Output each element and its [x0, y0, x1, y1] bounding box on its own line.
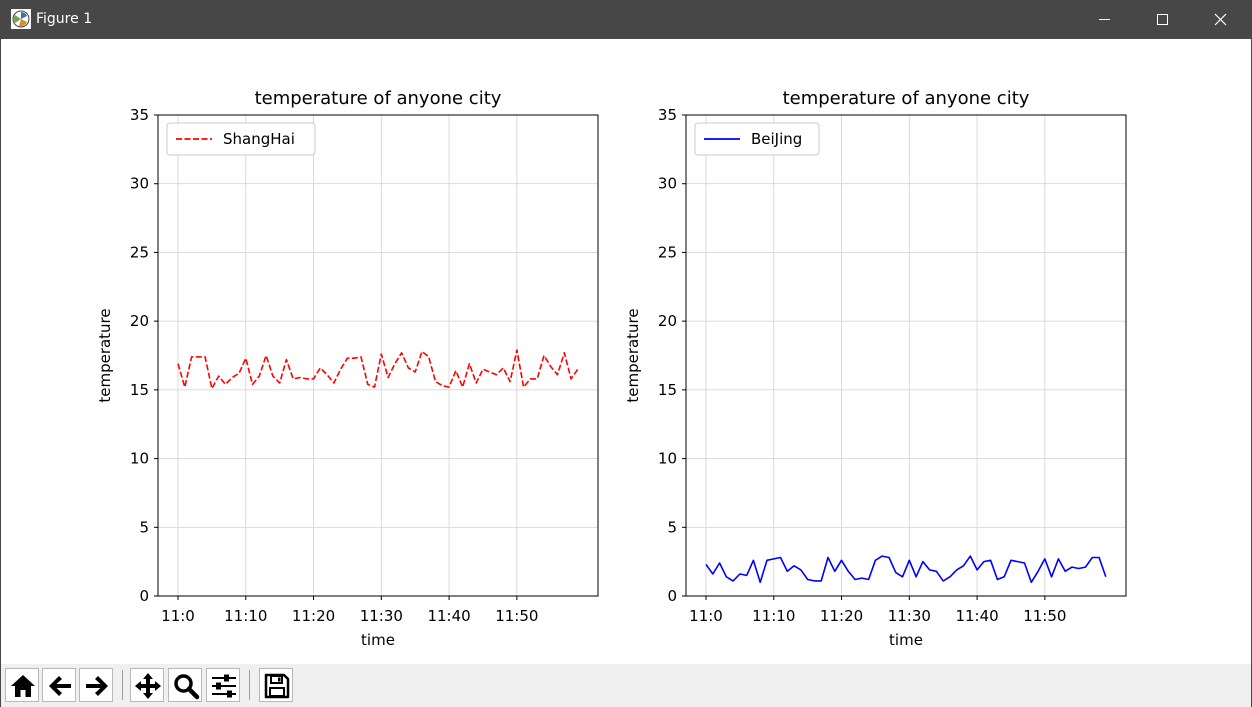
x-tick-label: 11:0 [689, 607, 723, 625]
x-axis-label: time [361, 631, 395, 649]
home-icon [11, 675, 35, 697]
y-tick-label: 30 [658, 175, 677, 193]
pan-button[interactable] [130, 668, 164, 702]
forward-icon [86, 676, 108, 696]
navigation-toolbar [1, 664, 1251, 707]
y-tick-label: 35 [658, 106, 677, 124]
zoom-button[interactable] [168, 668, 202, 702]
back-button[interactable] [42, 668, 76, 702]
y-tick-label: 20 [658, 312, 677, 330]
subplot-2: 11:0 11:10 11:20 11:30 11:40 11:50 0 5 10 15 20 25 3… [624, 88, 1127, 649]
legend-box [166, 122, 316, 156]
series-line-beijing [705, 555, 1107, 584]
home-button[interactable] [5, 668, 39, 702]
minimize-button[interactable] [1075, 0, 1133, 39]
y-tick-label: 5 [667, 518, 677, 536]
x-tick-label: 11:30 [360, 607, 403, 625]
y-tick-label: 10 [658, 450, 677, 468]
x-tick-label: 11:20 [292, 607, 335, 625]
x-tick-label: 11:10 [224, 607, 267, 625]
configure-subplots-button[interactable] [206, 668, 240, 702]
x-tick-label: 11:20 [820, 607, 863, 625]
close-icon [1214, 13, 1227, 26]
y-axis-label: temperature [96, 308, 114, 402]
save-icon [264, 673, 290, 699]
y-tick-label: 0 [139, 587, 149, 605]
y-tick-label: 25 [658, 243, 677, 261]
chart-title: temperature of anyone city [783, 88, 1030, 109]
minimize-icon [1099, 19, 1110, 20]
legend: ShangHai [166, 122, 316, 156]
y-tick-label: 25 [130, 243, 149, 261]
matplotlib-app-icon [11, 9, 31, 29]
close-button[interactable] [1192, 0, 1250, 39]
x-tick-label: 11:50 [495, 607, 538, 625]
axes-frame [157, 114, 599, 597]
y-tick-label: 15 [658, 381, 677, 399]
toolbar-separator [122, 670, 123, 700]
y-tick-label: 15 [130, 381, 149, 399]
axes-frame [685, 114, 1127, 597]
y-tick-label: 35 [130, 106, 149, 124]
maximize-button[interactable] [1133, 0, 1191, 39]
legend-label: BeiJing [751, 130, 802, 148]
x-tick-label: 11:10 [752, 607, 795, 625]
y-tick-label: 20 [130, 312, 149, 330]
configure-subplots-icon [212, 674, 236, 698]
series-line-shanghai [177, 349, 579, 390]
zoom-icon [174, 674, 200, 700]
y-tick-label: 5 [139, 518, 149, 536]
chart-title: temperature of anyone city [255, 88, 502, 109]
y-tick-label: 0 [667, 587, 677, 605]
figure-canvas[interactable]: 11:0 11:10 11:20 11:30 11:40 11:50 0 5 10 15 20 25 3… [1, 39, 1251, 664]
x-axis-label: time [889, 631, 923, 649]
legend: BeiJing [694, 122, 820, 156]
x-tick-label: 11:50 [1023, 607, 1066, 625]
window-left-border [0, 39, 1, 707]
x-tick-label: 11:0 [161, 607, 195, 625]
figure-svg: 11:0 11:10 11:20 11:30 11:40 11:50 0 5 10 15 20 25 3… [96, 88, 1127, 649]
x-tick-label: 11:30 [888, 607, 931, 625]
legend-label: ShangHai [223, 130, 295, 148]
subplot-1: 11:0 11:10 11:20 11:30 11:40 11:50 0 5 10 15 20 25 3… [96, 88, 599, 649]
y-axis-label: temperature [624, 308, 642, 402]
x-tick-label: 11:40 [955, 607, 998, 625]
x-tick-label: 11:40 [427, 607, 470, 625]
back-icon [49, 676, 71, 696]
forward-button[interactable] [79, 668, 113, 702]
pan-icon [135, 673, 161, 699]
save-button[interactable] [259, 668, 293, 702]
y-tick-label: 30 [130, 175, 149, 193]
legend-box [694, 122, 820, 156]
window-titlebar: Figure 1 [0, 0, 1252, 39]
y-tick-label: 10 [130, 450, 149, 468]
toolbar-separator [249, 670, 250, 700]
window-title: Figure 1 [36, 11, 93, 27]
maximize-icon [1157, 14, 1168, 25]
